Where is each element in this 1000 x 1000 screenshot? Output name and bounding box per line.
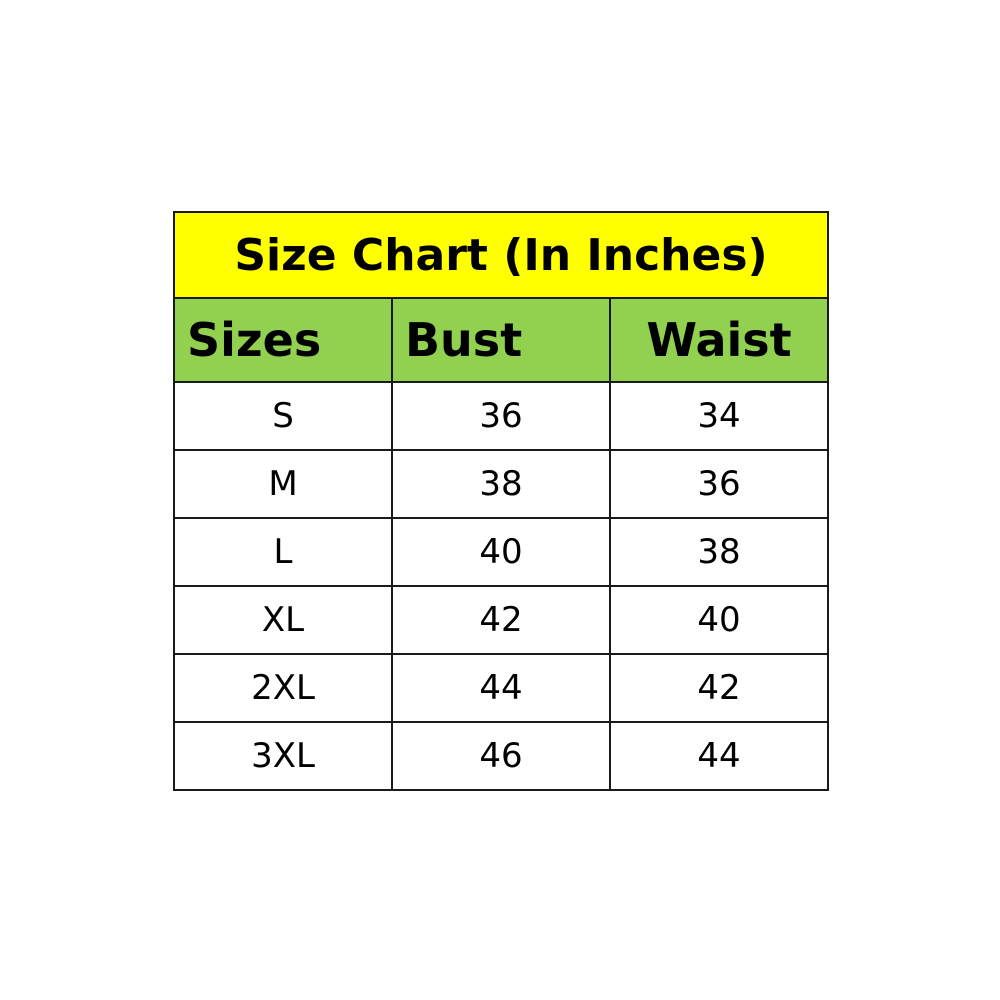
waist-cell: 40 bbox=[609, 585, 829, 655]
size-cell: M bbox=[173, 449, 393, 519]
bust-cell: 44 bbox=[391, 653, 611, 723]
table-title: Size Chart (In Inches) bbox=[173, 211, 829, 299]
size-cell: XL bbox=[173, 585, 393, 655]
bust-cell: 42 bbox=[391, 585, 611, 655]
table-row: L 40 38 bbox=[173, 517, 829, 587]
bust-cell: 40 bbox=[391, 517, 611, 587]
column-header-waist: Waist bbox=[609, 297, 829, 383]
bust-cell: 46 bbox=[391, 721, 611, 791]
header-row: Sizes Bust Waist bbox=[173, 297, 829, 383]
waist-cell: 34 bbox=[609, 381, 829, 451]
waist-cell: 36 bbox=[609, 449, 829, 519]
size-cell: S bbox=[173, 381, 393, 451]
table-row: M 38 36 bbox=[173, 449, 829, 519]
table-row: S 36 34 bbox=[173, 381, 829, 451]
column-header-bust: Bust bbox=[391, 297, 611, 383]
size-cell: L bbox=[173, 517, 393, 587]
size-cell: 3XL bbox=[173, 721, 393, 791]
waist-cell: 38 bbox=[609, 517, 829, 587]
table-row: XL 42 40 bbox=[173, 585, 829, 655]
table-row: 2XL 44 42 bbox=[173, 653, 829, 723]
bust-cell: 36 bbox=[391, 381, 611, 451]
waist-cell: 44 bbox=[609, 721, 829, 791]
size-cell: 2XL bbox=[173, 653, 393, 723]
waist-cell: 42 bbox=[609, 653, 829, 723]
bust-cell: 38 bbox=[391, 449, 611, 519]
table-row: 3XL 46 44 bbox=[173, 721, 829, 791]
column-header-sizes: Sizes bbox=[173, 297, 393, 383]
size-chart-table: Size Chart (In Inches) Sizes Bust Waist … bbox=[173, 211, 829, 791]
